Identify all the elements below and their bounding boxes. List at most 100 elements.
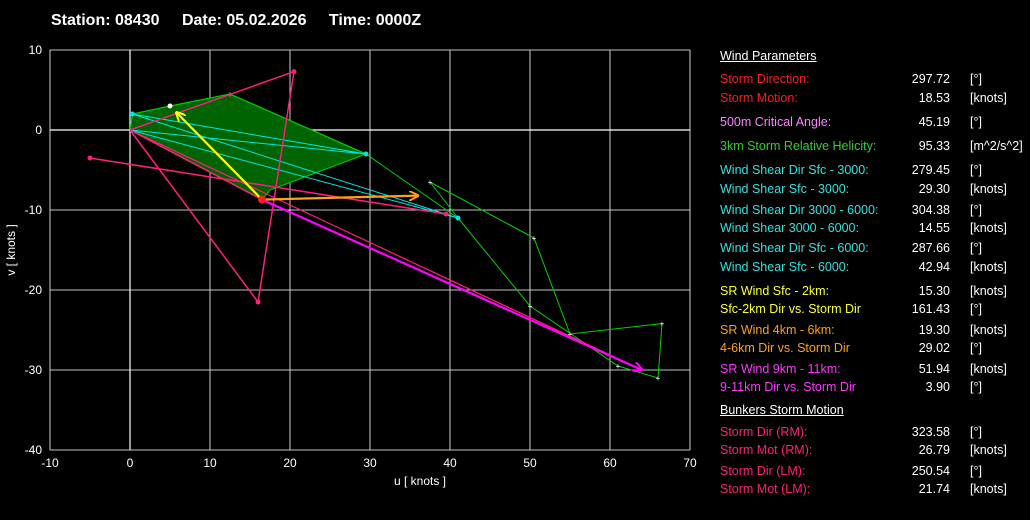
parameter-value: 287.66 — [911, 241, 950, 255]
parameter-label: Storm Dir (LM): — [720, 464, 806, 478]
parameter-unit: [°] — [970, 203, 982, 217]
parameter-unit: [°] — [970, 341, 982, 355]
point-marker — [443, 211, 449, 217]
parameter-label: 3km Storm Relative Helicity: — [720, 139, 877, 153]
x-tick-label: 30 — [363, 456, 377, 470]
parameter-unit: [°] — [970, 115, 982, 129]
hodograph-point: + — [532, 234, 537, 243]
x-tick-label: 70 — [683, 456, 697, 470]
parameter-label: Storm Motion: — [720, 91, 798, 105]
sr-vector-sr_high — [261, 198, 642, 370]
point-marker — [291, 69, 297, 75]
point-marker — [455, 215, 461, 221]
parameter-value: 95.33 — [918, 139, 950, 153]
parameter-value: 26.79 — [918, 443, 950, 457]
parameter-value: 161.43 — [911, 302, 950, 316]
parameter-row: Storm Motion: 18.53 [knots] — [720, 91, 1020, 107]
parameter-unit: [°] — [970, 163, 982, 177]
hodograph-point: + — [660, 320, 665, 329]
parameter-unit: [knots] — [970, 482, 1007, 496]
parameter-label: 500m Critical Angle: — [720, 115, 832, 129]
parameter-row: 500m Critical Angle: 45.19 [°] — [720, 115, 1020, 131]
parameter-row: SR Wind 4km - 6km: 19.30 [knots] — [720, 323, 1020, 339]
parameter-unit: [m^2/s^2] — [970, 139, 1023, 153]
parameter-value: 18.53 — [918, 91, 950, 105]
parameter-unit: [knots] — [970, 182, 1007, 196]
bunkers-heading: Bunkers Storm Motion — [720, 403, 844, 417]
parameter-unit: [knots] — [970, 260, 1007, 274]
parameter-row: Wind Shear Dir 3000 - 6000: 304.38 [°] — [720, 203, 1020, 219]
x-tick-label: 0 — [127, 456, 134, 470]
parameter-label: Wind Shear Dir Sfc - 3000: — [720, 163, 869, 177]
time-label: Time: 0000Z — [328, 12, 422, 29]
parameter-row: 9-11km Dir vs. Storm Dir 3.90 [°] — [720, 380, 1020, 396]
parameter-value: 250.54 — [911, 464, 950, 478]
hodograph-point: + — [568, 330, 573, 339]
parameter-value: 279.45 — [911, 163, 950, 177]
bunkers-line — [129, 70, 295, 131]
parameter-unit: [°] — [970, 380, 982, 394]
parameter-label: Wind Shear Sfc - 6000: — [720, 260, 850, 274]
parameter-row: Storm Mot (RM): 26.79 [knots] — [720, 443, 1020, 459]
y-axis-label: v [ knots ] — [4, 224, 18, 275]
parameter-label: 4-6km Dir vs. Storm Dir — [720, 341, 850, 355]
x-tick-label: 60 — [603, 456, 617, 470]
parameter-label: SR Wind Sfc - 2km: — [720, 284, 830, 298]
parameter-label: SR Wind 4km - 6km: — [720, 323, 835, 337]
parameter-label: Wind Shear Dir 3000 - 6000: — [720, 203, 879, 217]
x-tick-label: 10 — [203, 456, 217, 470]
parameter-label: Wind Shear 3000 - 6000: — [720, 221, 859, 235]
hodograph-chart: -10 0 10 20 30 40 50 60 70 10 0 -10 -20 -30 -40 u [ kno… — [4, 43, 697, 488]
parameter-row: Wind Shear Dir Sfc - 3000: 279.45 [°] — [720, 163, 1020, 179]
parameter-row: Wind Shear Sfc - 6000: 42.94 [knots] — [720, 260, 1020, 276]
parameter-value: 15.30 — [918, 284, 950, 298]
parameter-row: Storm Dir (RM): 323.58 [°] — [720, 425, 1020, 441]
point-marker — [167, 103, 173, 109]
parameter-unit: [knots] — [970, 284, 1007, 298]
parameter-row: Storm Mot (LM): 21.74 [knots] — [720, 482, 1020, 498]
point-marker — [255, 299, 261, 305]
hodograph-point: + — [428, 178, 433, 187]
parameter-value: 304.38 — [911, 203, 950, 217]
parameter-label: Sfc-2km Dir vs. Storm Dir — [720, 302, 861, 316]
parameter-value: 297.72 — [911, 72, 950, 86]
y-tick-label: -40 — [25, 443, 43, 457]
parameter-row: Wind Shear Sfc - 3000: 29.30 [knots] — [720, 182, 1020, 198]
y-tick-label: -20 — [25, 283, 43, 297]
station-label: Station: 08430 — [51, 12, 160, 29]
parameter-label: Wind Shear Dir Sfc - 6000: — [720, 241, 869, 255]
parameter-row: SR Wind Sfc - 2km: 15.30 [knots] — [720, 284, 1020, 300]
parameter-value: 42.94 — [918, 260, 950, 274]
parameter-row: SR Wind 9km - 11km: 51.94 [knots] — [720, 362, 1020, 378]
y-tick-label: 0 — [35, 123, 42, 137]
parameter-label: Storm Dir (RM): — [720, 425, 808, 439]
parameter-value: 29.30 — [918, 182, 950, 196]
parameter-unit: [knots] — [970, 323, 1007, 337]
parameter-label: Storm Mot (RM): — [720, 443, 813, 457]
hodograph-point: + — [656, 374, 661, 383]
parameter-value: 19.30 — [918, 323, 950, 337]
x-tick-label: 20 — [283, 456, 297, 470]
parameter-row: 3km Storm Relative Helicity: 95.33 [m^2/s^… — [720, 139, 1023, 155]
chart-header: Station: 08430 Date: 05.02.2026 Time: 00… — [51, 12, 439, 30]
parameter-unit: [knots] — [970, 362, 1007, 376]
parameter-unit: [knots] — [970, 443, 1007, 457]
y-tick-label: -30 — [25, 363, 43, 377]
point-marker — [87, 155, 93, 161]
parameter-value: 51.94 — [918, 362, 950, 376]
parameter-value: 21.74 — [918, 482, 950, 496]
point-marker — [258, 195, 266, 204]
parameter-value: 3.90 — [925, 380, 950, 394]
parameter-label: Wind Shear Sfc - 3000: — [720, 182, 850, 196]
parameter-row: Wind Shear 3000 - 6000: 14.55 [knots] — [720, 221, 1020, 237]
sr-vector-sr_low — [176, 112, 263, 201]
hodograph-trace — [129, 93, 663, 379]
parameter-row: Storm Dir (LM): 250.54 [°] — [720, 464, 1020, 480]
hodograph-point: + — [616, 362, 621, 371]
parameter-value: 29.02 — [918, 341, 950, 355]
bunkers-line — [89, 157, 447, 215]
parameter-label: SR Wind 9km - 11km: — [720, 362, 841, 376]
bunkers-line — [129, 129, 263, 201]
parameter-unit: [°] — [970, 241, 982, 255]
parameter-label: Storm Mot (LM): — [720, 482, 811, 496]
